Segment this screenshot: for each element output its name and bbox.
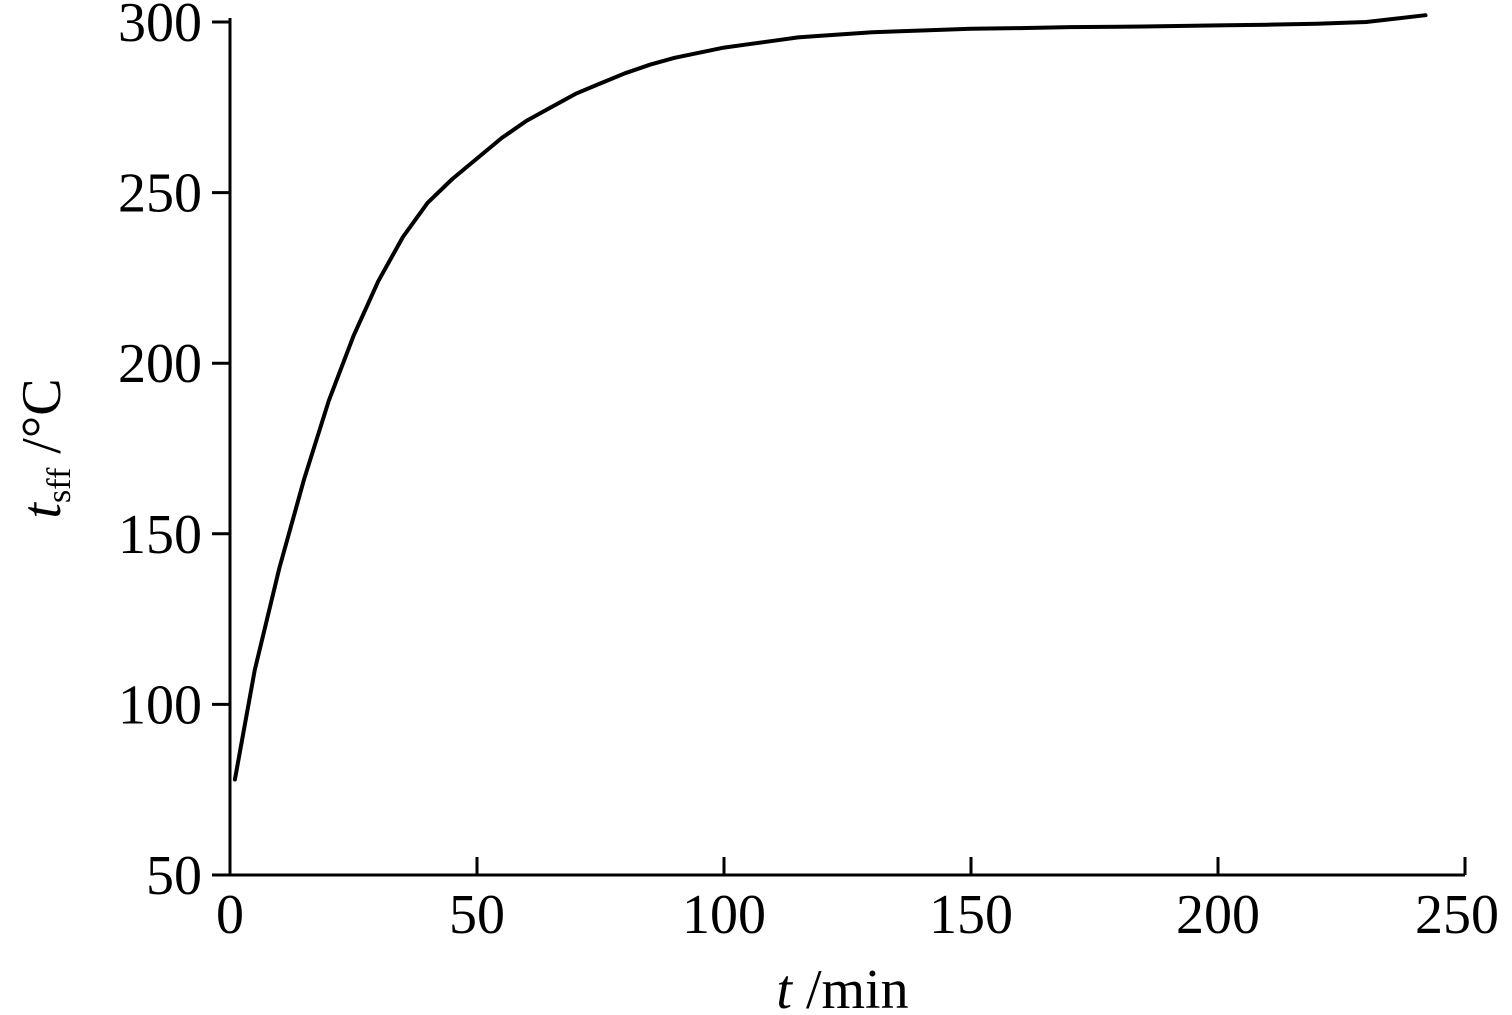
x-axis-symbol: t (776, 959, 793, 1015)
y-axis-unit: /°C (11, 378, 73, 467)
y-tick-label: 150 (118, 504, 202, 566)
y-tick-label: 50 (146, 845, 202, 907)
x-tick-label: 250 (1415, 884, 1499, 946)
x-axis-unit: /min (792, 959, 909, 1015)
y-ticks: 50 100 150 200 250 300 (118, 0, 230, 907)
y-tick-label: 100 (118, 674, 202, 736)
series-group (232, 13, 1428, 782)
y-axis-title: tsff /°C (11, 378, 78, 518)
axes (228, 18, 1465, 877)
x-tick-label: 200 (1176, 884, 1260, 946)
y-axis-symbol: t (11, 502, 73, 519)
x-tick-label: 0 (216, 884, 244, 946)
x-ticks: 0 50 100 150 200 250 (216, 857, 1499, 946)
series-line-1 (232, 13, 1428, 782)
x-tick-label: 50 (449, 884, 505, 946)
y-tick-label: 250 (118, 163, 202, 225)
x-tick-label: 100 (682, 884, 766, 946)
x-tick-label: 150 (929, 884, 1013, 946)
y-axis-subscript: sff (41, 467, 78, 503)
x-axis-title: t /min (776, 959, 908, 1015)
y-tick-label: 300 (118, 0, 202, 54)
y-tick-label: 200 (118, 333, 202, 395)
